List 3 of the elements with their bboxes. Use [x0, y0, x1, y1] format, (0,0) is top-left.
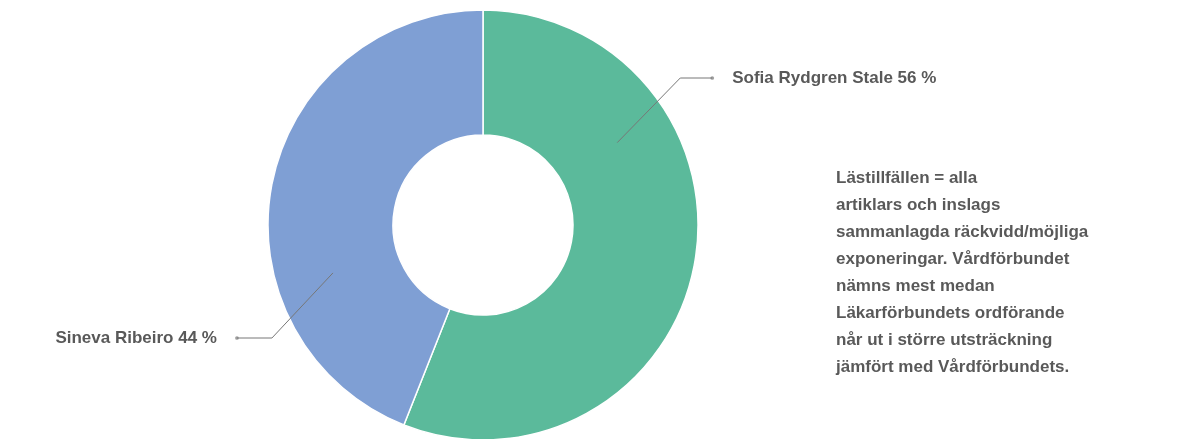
slice-label: Sofia Rydgren Stale 56 % — [732, 68, 937, 87]
slice-label: Sineva Ribeiro 44 % — [55, 328, 217, 347]
text: Lästillfällen = alla artiklars och inslags sammanlagda räckvidd/möjliga exponeringar. Vårdförbundet nämns mest medan Läkarförbundets ordförande når ut i större utsträckning jämfört med Vårdförbundets. — [835, 168, 1089, 376]
